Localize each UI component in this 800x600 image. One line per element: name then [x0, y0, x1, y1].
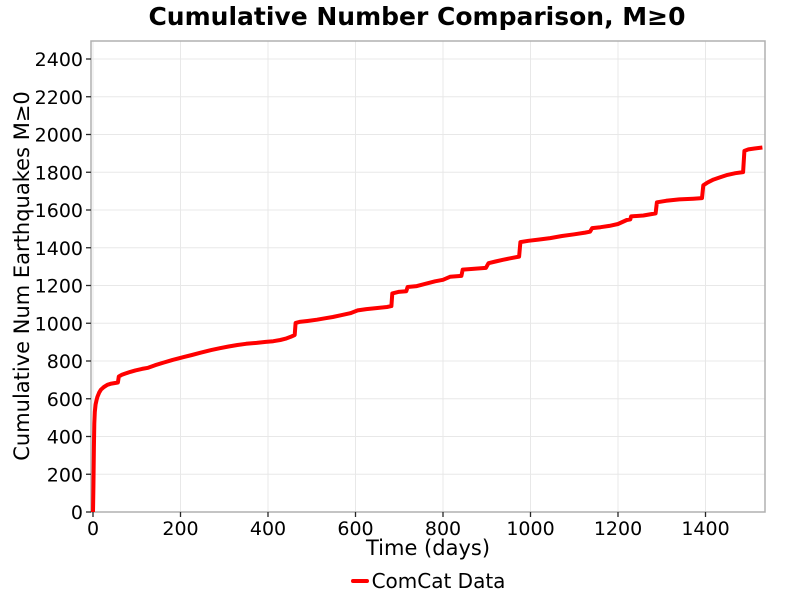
- x-tick-label: 0: [87, 518, 99, 540]
- y-tick-label: 0: [71, 502, 83, 524]
- legend-label: ComCat Data: [371, 569, 506, 593]
- x-tick-label: 1000: [506, 518, 554, 540]
- y-tick-label: 1200: [35, 276, 83, 298]
- y-tick-label: 800: [47, 351, 83, 373]
- x-tick-label: 1200: [594, 518, 642, 540]
- y-tick-label: 2000: [35, 125, 83, 147]
- y-tick-label: 400: [47, 427, 83, 449]
- y-tick-label: 1800: [35, 162, 83, 184]
- data-line: [91, 145, 763, 513]
- x-axis-label: Time (days): [365, 536, 491, 560]
- y-tick-label: 600: [47, 389, 83, 411]
- x-tick-label: 1400: [681, 518, 729, 540]
- x-tick-label: 200: [162, 518, 198, 540]
- x-tick-label: 600: [337, 518, 373, 540]
- chart-title: Cumulative Number Comparison, M≥0: [148, 2, 686, 31]
- y-axis-label: Cumulative Num Earthquakes M≥0: [10, 91, 34, 461]
- x-tick-label: 800: [425, 518, 461, 540]
- y-tick-label: 1600: [35, 200, 83, 222]
- x-tick-label: 400: [250, 518, 286, 540]
- y-tick-label: 1400: [35, 238, 83, 260]
- y-tick-label: 200: [47, 464, 83, 486]
- plot-frame: [90, 40, 766, 513]
- y-tick-label: 1000: [35, 313, 83, 335]
- legend-line-swatch: [350, 579, 369, 583]
- y-tick-label: 2400: [35, 49, 83, 71]
- legend: ComCat Data: [91, 569, 765, 593]
- y-tick-label: 2200: [35, 87, 83, 109]
